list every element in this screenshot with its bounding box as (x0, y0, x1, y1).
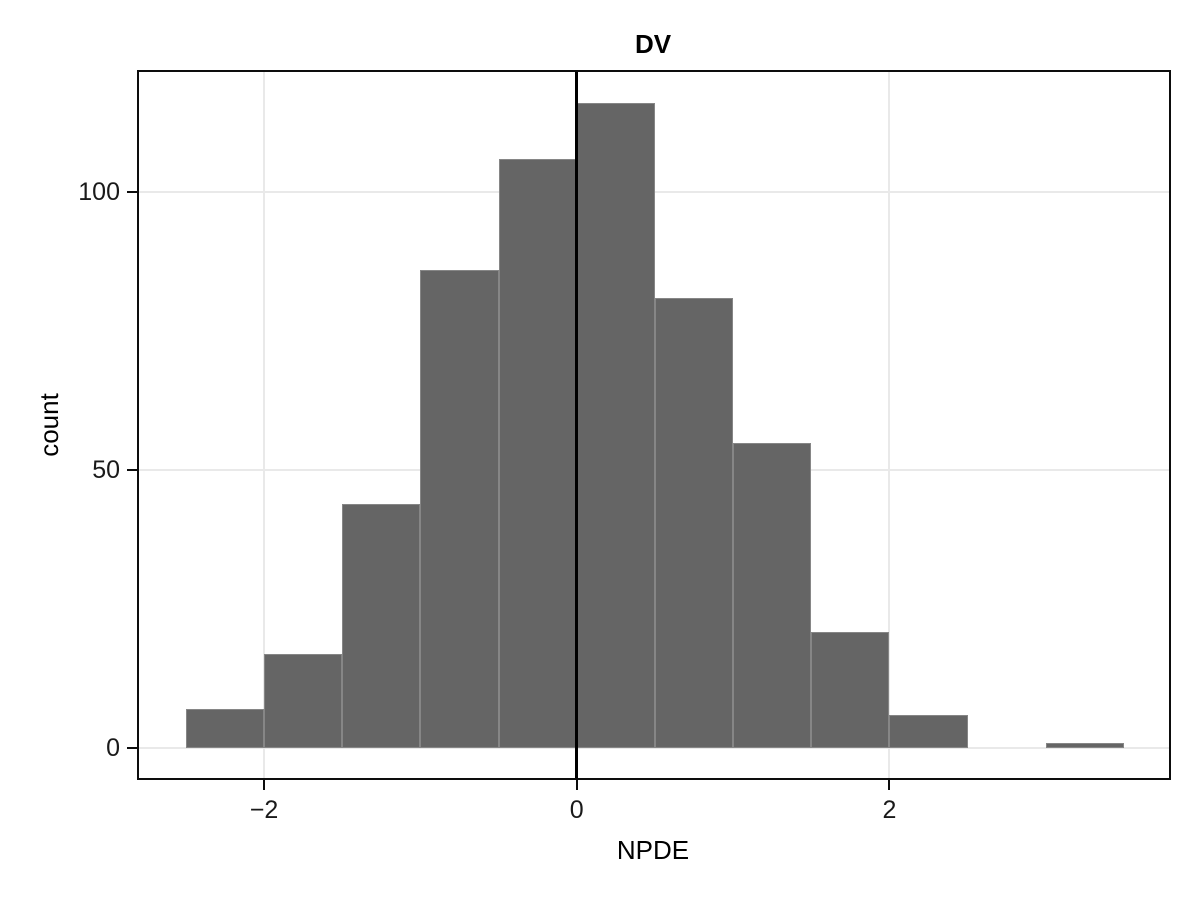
histogram-bar (654, 297, 734, 749)
x-tick-mark (888, 778, 891, 790)
histogram-bar (264, 653, 343, 749)
histogram-bar (576, 103, 655, 749)
y-tick-mark (127, 747, 139, 750)
histogram-bar (811, 631, 890, 749)
x-tick-mark (575, 778, 578, 790)
histogram-bar (498, 158, 577, 749)
y-axis-title: count (34, 393, 64, 457)
histogram-bar (733, 442, 812, 749)
plot-title: DV (634, 29, 672, 59)
histogram-bar (185, 709, 264, 749)
y-tick-label: 0 (106, 734, 120, 763)
y-tick-mark (127, 191, 139, 194)
panel-border (137, 70, 1171, 780)
x-tick-label: −2 (249, 796, 279, 824)
x-gridline (263, 72, 265, 778)
histogram-bar (420, 270, 499, 749)
zero-reference-line (575, 72, 579, 778)
x-tick-label: 0 (569, 796, 584, 824)
x-gridline (888, 72, 891, 778)
x-axis-title: NPDE (616, 835, 690, 865)
histogram-bar (889, 714, 968, 749)
histogram-bar (1045, 742, 1124, 749)
y-gridline (139, 747, 1169, 750)
x-tick-mark (263, 778, 265, 790)
x-tick-label: 2 (882, 796, 897, 824)
y-tick-label: 50 (92, 456, 120, 485)
y-tick-mark (127, 469, 139, 472)
histogram-bar (342, 503, 421, 749)
y-tick-label: 100 (78, 178, 120, 207)
